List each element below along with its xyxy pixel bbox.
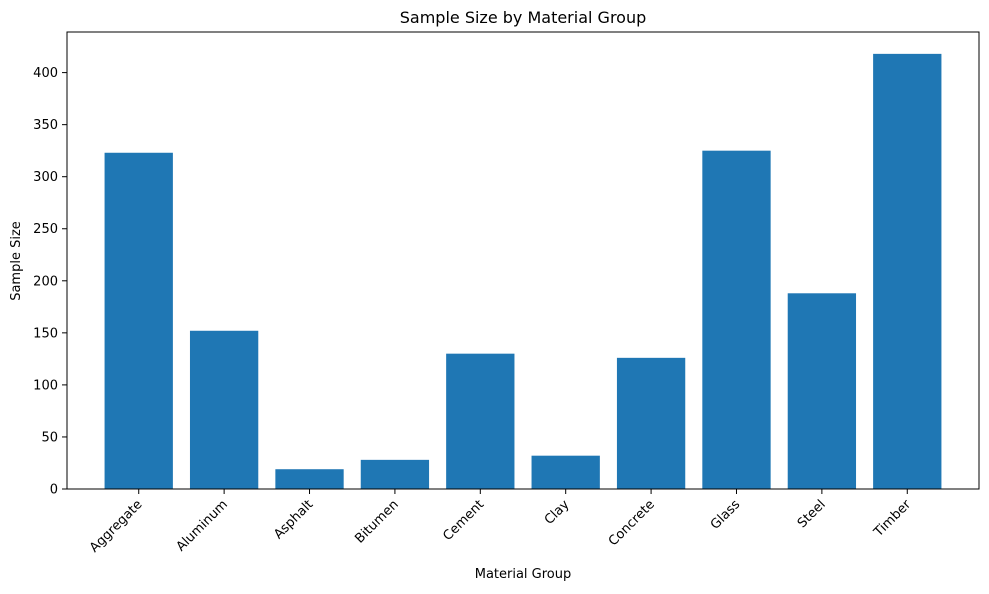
bar-glass (702, 150, 771, 489)
bar-timber (873, 53, 942, 489)
bar-cement (446, 353, 515, 489)
y-tick-label: 350 (33, 118, 58, 133)
bar-steel (787, 293, 857, 489)
bar-bitumen (360, 459, 430, 489)
y-axis-ticks: 0 50 100 150 200 250 300 350 400 (33, 66, 67, 498)
bar-concrete (616, 357, 686, 489)
bar-clay (531, 455, 600, 489)
plot-frame (66, 31, 980, 490)
x-axis-label: Material Group (475, 567, 572, 582)
y-tick-label: 50 (41, 430, 58, 445)
y-tick-label: 300 (33, 170, 58, 185)
y-axis-label: Sample Size (9, 221, 24, 301)
y-tick-label: 400 (33, 66, 58, 81)
bar-aggregate (104, 152, 173, 489)
y-tick-label: 200 (33, 274, 58, 289)
chart-title: Sample Size by Material Group (400, 8, 647, 27)
y-tick-label: 250 (33, 222, 58, 237)
bar-asphalt (275, 469, 344, 489)
y-tick-label: 150 (33, 326, 58, 341)
y-tick-label: 100 (33, 378, 58, 393)
y-tick-label: 0 (50, 483, 58, 498)
bar-aluminum (189, 330, 259, 489)
bars (104, 53, 942, 489)
